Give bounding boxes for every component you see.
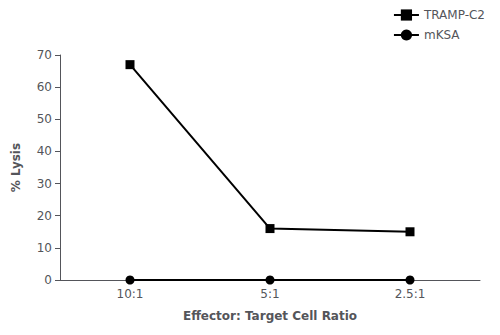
svg-text:40: 40 bbox=[37, 144, 52, 158]
svg-text:mKSA: mKSA bbox=[424, 28, 460, 42]
svg-text:60: 60 bbox=[37, 80, 52, 94]
svg-text:0: 0 bbox=[44, 273, 52, 287]
svg-text:2.5:1: 2.5:1 bbox=[395, 287, 426, 301]
svg-text:5:1: 5:1 bbox=[260, 287, 279, 301]
svg-text:TRAMP-C2: TRAMP-C2 bbox=[423, 8, 485, 22]
svg-text:20: 20 bbox=[37, 209, 52, 223]
svg-text:70: 70 bbox=[37, 48, 52, 62]
svg-text:50: 50 bbox=[37, 112, 52, 126]
svg-text:10: 10 bbox=[37, 241, 52, 255]
svg-text:% Lysis: % Lysis bbox=[9, 143, 23, 192]
svg-text:Effector: Target Cell Ratio: Effector: Target Cell Ratio bbox=[183, 309, 357, 323]
svg-text:10:1: 10:1 bbox=[117, 287, 144, 301]
svg-text:30: 30 bbox=[37, 177, 52, 191]
